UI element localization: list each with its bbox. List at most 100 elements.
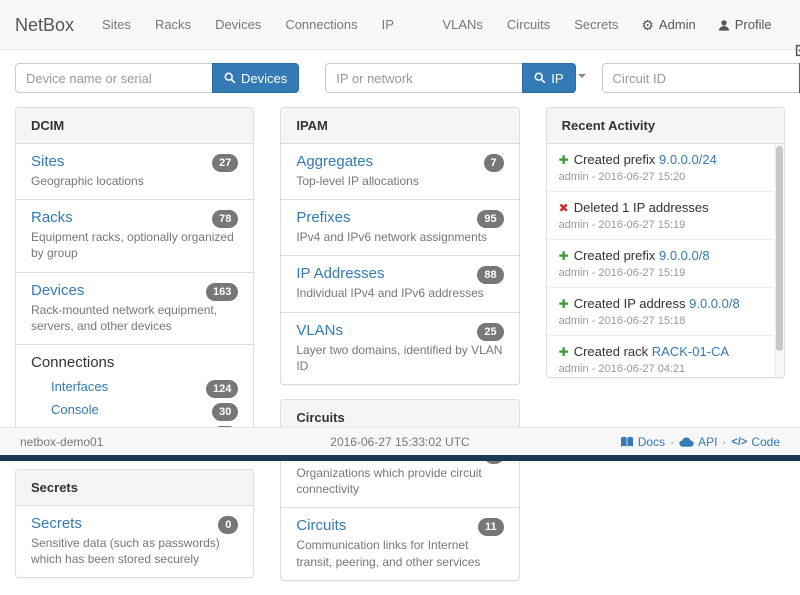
circuits-link[interactable]: Circuits [296, 517, 347, 535]
activity-action: Created prefix [573, 152, 656, 167]
activity-meta: admin - 2016-06-27 15:19 [558, 219, 686, 231]
brand-logo[interactable]: NetBox [15, 15, 75, 35]
admin-link[interactable]: ⚙ Admin [630, 0, 706, 49]
cloud-icon [679, 436, 694, 447]
ip-search-button[interactable]: IP [522, 63, 576, 93]
menu-connections[interactable]: Connections [273, 0, 369, 78]
menu-racks[interactable]: Racks [143, 0, 203, 78]
circuit-search-input[interactable] [601, 63, 799, 93]
console-link[interactable]: Console [51, 401, 99, 417]
vlans-link[interactable]: VLANs [296, 321, 344, 339]
profile-label: Profile [734, 17, 772, 32]
panel-item-sites: 27 Sites Geographic locations [16, 144, 253, 199]
code-link[interactable]: </> Code [731, 435, 780, 449]
activity-action: Created IP address [573, 296, 686, 311]
panel-item-devices: 163 Devices Rack-mounted network equipme… [16, 271, 254, 344]
menu-vlans[interactable]: VLANs [430, 0, 494, 78]
chevron-down-icon [578, 73, 587, 78]
scrollbar-track[interactable] [774, 144, 784, 377]
connection-row-interfaces: 124 Interfaces [31, 375, 239, 398]
prefixes-link[interactable]: Prefixes [296, 209, 351, 227]
menu-label: Circuits [506, 17, 551, 32]
count-badge: 30 [212, 402, 239, 421]
navbar: NetBox Sites Racks Devices Connections I… [0, 0, 800, 128]
plus-icon: ✚ [558, 297, 569, 311]
plus-icon: ✚ [558, 249, 569, 263]
count-badge: 78 [212, 210, 239, 229]
activity-item: ✚ Created prefix 9.0.0.0/24 admin - 2016-… [546, 144, 774, 192]
connection-row-console: 30 Console [31, 398, 239, 421]
activity-object-link[interactable]: 9.0.0.0/8 [689, 296, 740, 311]
item-description: Rack-mounted network equipment, servers,… [31, 302, 218, 333]
column-dcim: DCIM 27 Sites Geographic locations 78 Ra… [15, 107, 255, 592]
devices-link[interactable]: Devices [31, 281, 85, 299]
dcim-panel: DCIM 27 Sites Geographic locations 78 Ra… [15, 107, 255, 455]
activity-meta: admin - 2016-06-27 15:20 [558, 171, 686, 183]
scrollbar-thumb[interactable] [775, 146, 783, 352]
activity-object-link[interactable]: RACK-01-CA [651, 344, 730, 359]
search-icon [224, 72, 236, 84]
column-activity: Recent Activity ✚ Created prefix 9.0.0.0/… [545, 107, 785, 392]
code-icon: </> [731, 435, 748, 448]
racks-link[interactable]: Racks [31, 209, 73, 227]
activity-meta: admin - 2016-06-27 15:18 [558, 315, 686, 327]
column-ipam: IPAM 7 Aggregates Top-level IP allocatio… [280, 107, 520, 595]
device-search-button[interactable]: Devices [212, 63, 300, 93]
aggregates-link[interactable]: Aggregates [296, 153, 374, 170]
secrets-link[interactable]: Secrets [31, 514, 82, 532]
circuit-search-group: Circuits [601, 63, 800, 93]
admin-label: Admin [658, 17, 696, 32]
item-description: Organizations which provide circuit conn… [296, 465, 482, 497]
count-badge: 11 [478, 518, 504, 537]
activity-list: ✚ Created prefix 9.0.0.0/24 admin - 2016-… [546, 144, 784, 377]
code-label: Code [751, 434, 780, 449]
button-label: IP [551, 70, 564, 86]
api-link[interactable]: API [679, 435, 717, 449]
menu-label: Devices [215, 17, 262, 32]
panel-title: Recent Activity [546, 108, 784, 144]
sites-link[interactable]: Sites [31, 153, 65, 170]
docs-label: Docs [637, 434, 666, 449]
panel-item-circuits: 11 Circuits Communication links for Inte… [281, 507, 519, 579]
dashboard: DCIM 27 Sites Geographic locations 78 Ra… [0, 105, 800, 595]
user-menu: ⚙ Admin Profile Log out [630, 0, 800, 56]
panel-item-racks: 78 Racks Equipment racks, optionally org… [16, 199, 254, 271]
ipam-panel: IPAM 7 Aggregates Top-level IP allocatio… [280, 107, 520, 385]
docs-link[interactable]: Docs [620, 435, 665, 449]
interfaces-link[interactable]: Interfaces [51, 378, 109, 394]
menu-secrets[interactable]: Secrets [562, 0, 630, 78]
count-badge: 95 [477, 210, 504, 229]
menu-devices[interactable]: Devices [203, 0, 273, 78]
main-menu: Sites Racks Devices Connections IP Space… [90, 0, 630, 128]
panel-item-vlans: 25 VLANs Layer two domains, identified b… [281, 311, 519, 384]
activity-action: Deleted 1 IP addresses [573, 200, 709, 215]
device-search-group: Devices [15, 63, 300, 93]
ip-addresses-link[interactable]: IP Addresses [296, 265, 385, 283]
activity-meta: admin - 2016-06-27 15:19 [558, 267, 686, 279]
remove-icon: ✖ [558, 201, 569, 215]
panel-item-prefixes: 95 Prefixes IPv4 and IPv6 network assign… [281, 199, 519, 255]
menu-ip-space[interactable]: IP Space [370, 0, 431, 128]
plus-icon: ✚ [558, 345, 569, 359]
activity-action: Created prefix [573, 248, 656, 263]
activity-action: Created rack [573, 344, 649, 359]
activity-object-link[interactable]: 9.0.0.0/24 [659, 152, 717, 167]
connections-heading: Connections [31, 353, 115, 371]
activity-item: ✖ Deleted 1 IP addresses admin - 2016-06-… [546, 192, 774, 240]
device-search-input[interactable] [15, 63, 212, 93]
activity-object-link[interactable]: 9.0.0.0/8 [659, 248, 710, 263]
menu-label: Sites [102, 17, 131, 32]
circuit-search-button[interactable]: Circuits [798, 63, 800, 93]
gear-icon: ⚙ [641, 17, 654, 33]
count-badge: 163 [205, 282, 239, 301]
menu-sites[interactable]: Sites [90, 0, 143, 78]
footer: netbox-demo01 2016-06-27 15:33:02 UTC Do… [0, 427, 800, 455]
logout-link[interactable]: Log out [783, 0, 800, 56]
ip-search-input[interactable] [325, 63, 523, 93]
panel-title: IPAM [281, 108, 519, 144]
user-icon [718, 19, 730, 32]
count-badge: 7 [483, 154, 504, 172]
profile-link[interactable]: Profile [707, 0, 783, 49]
menu-circuits[interactable]: Circuits [495, 0, 562, 78]
panel-item-ip-addresses: 88 IP Addresses Individual IPv4 and IPv6… [281, 255, 519, 311]
